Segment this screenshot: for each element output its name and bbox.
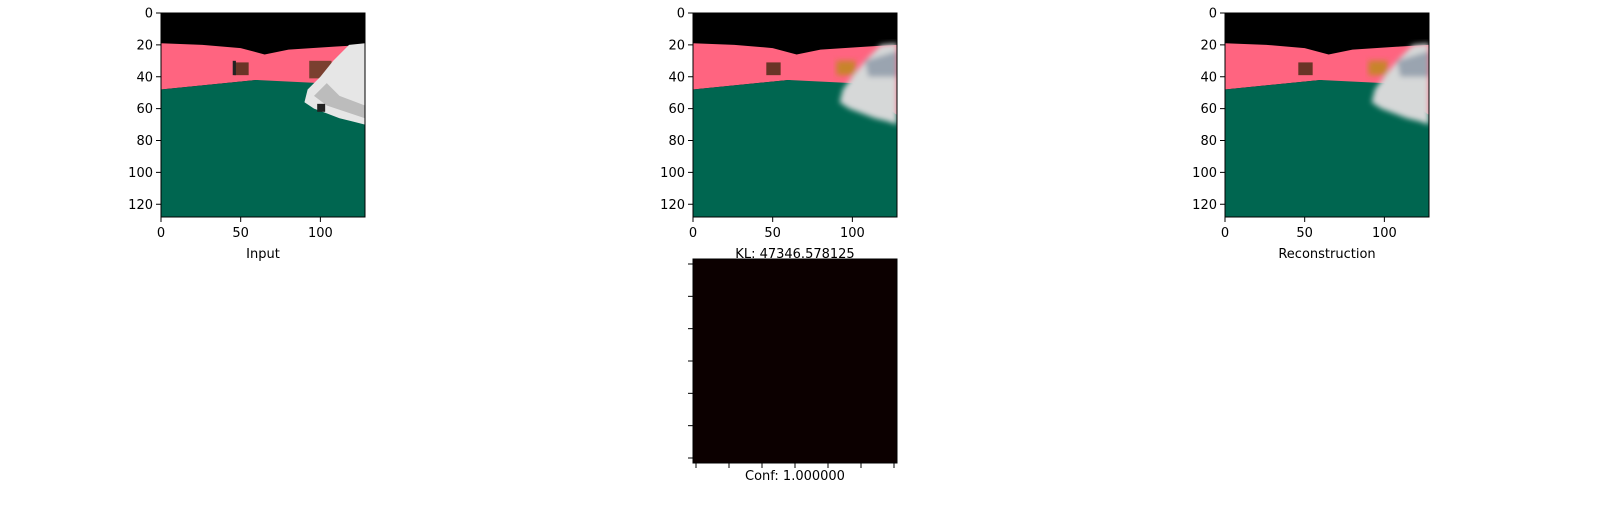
panel-caption: KL: 47346.578125	[735, 247, 854, 262]
y-tick-label: 60	[1200, 102, 1217, 117]
input-panel: 0 50 100 0 20 40 60 80 100 120 Input	[128, 7, 366, 262]
panel-caption: Reconstruction	[1278, 247, 1375, 262]
y-tick-label: 80	[668, 134, 685, 149]
road-region	[161, 79, 366, 218]
x-tick-label: 0	[689, 226, 697, 241]
y-tick-label: 100	[660, 166, 685, 181]
x-tick-label: 100	[840, 226, 865, 241]
y-tick-label: 40	[136, 70, 153, 85]
x-tick-label: 50	[764, 226, 781, 241]
axes-frame	[692, 12, 898, 218]
y-tick-label: 120	[128, 198, 153, 213]
x-tick-label: 50	[1296, 226, 1313, 241]
y-tick-label: 40	[1200, 70, 1217, 85]
y-tick-label: 100	[1192, 166, 1217, 181]
x-tick-label: 0	[157, 226, 165, 241]
reconstruction-panel: 0 50 100 0 20 40 60 80 100 120 Reconstruction	[1192, 7, 1430, 262]
y-tick-label: 20	[1200, 38, 1217, 53]
x-tick-label: 100	[1372, 226, 1397, 241]
y-tick-label: 0	[677, 7, 685, 22]
axes-frame	[1224, 12, 1430, 218]
confidence-map	[692, 258, 898, 464]
axes-frame	[160, 12, 366, 218]
x-tick-label: 100	[308, 226, 333, 241]
y-tick-label: 80	[1200, 134, 1217, 149]
y-tick-label: 80	[136, 134, 153, 149]
reconstruction-image	[1225, 13, 1430, 218]
y-tick-label: 120	[1192, 198, 1217, 213]
y-tick-label: 100	[128, 166, 153, 181]
kl-panel: 0 50 100 0 20 40 60 80 100 120 KL: 47346.578125	[660, 7, 898, 262]
y-tick-label: 20	[668, 38, 685, 53]
confidence-panel: Conf: 1.000000	[688, 258, 898, 484]
panel-caption: Input	[246, 247, 280, 262]
y-tick-label: 0	[1209, 7, 1217, 22]
y-tick-label: 40	[668, 70, 685, 85]
y-tick-label: 120	[660, 198, 685, 213]
y-tick-label: 20	[136, 38, 153, 53]
y-tick-label: 60	[136, 102, 153, 117]
panel-caption: Conf: 1.000000	[745, 469, 845, 484]
y-tick-label: 60	[668, 102, 685, 117]
input-image	[161, 13, 366, 218]
y-tick-label: 0	[145, 7, 153, 22]
x-tick-label: 0	[1221, 226, 1229, 241]
reconstruction-image	[693, 13, 898, 218]
x-tick-label: 50	[232, 226, 249, 241]
object-box	[234, 62, 249, 76]
